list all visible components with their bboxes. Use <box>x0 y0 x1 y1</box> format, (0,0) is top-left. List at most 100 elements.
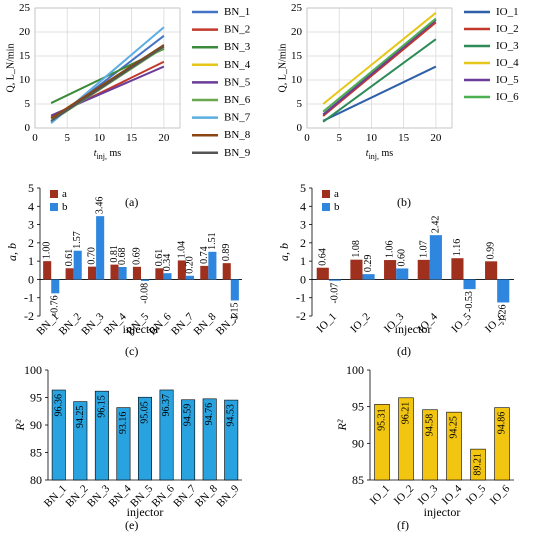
data-label: 94.53 <box>226 404 237 427</box>
bar-a <box>384 260 397 280</box>
data-label: 0.99 <box>486 242 497 260</box>
caption-c: (c) <box>125 344 139 358</box>
series-line-IO_3 <box>322 38 437 123</box>
y-tick-label: 0 <box>25 122 31 134</box>
x-tick-label: 5 <box>64 132 70 144</box>
legend-label-b: b <box>334 201 340 213</box>
data-label: 3.46 <box>95 197 106 215</box>
data-label: 94.59 <box>183 404 194 427</box>
data-label: -0.53 <box>464 291 475 312</box>
y-tick-label: 20 <box>19 26 31 38</box>
x-tick-label: 0 <box>304 132 310 144</box>
y-tick-label: 0 <box>297 122 303 134</box>
y-tick-label: 100 <box>24 363 42 377</box>
bar-value <box>224 399 239 481</box>
y-tick-label: 2 <box>300 236 306 250</box>
bar-a <box>200 265 209 280</box>
data-label: 0.29 <box>363 255 374 273</box>
x-tick-label: IO_1 <box>315 311 339 335</box>
legend-label-IO_6: IO_6 <box>496 91 519 103</box>
x-tick-label: 10 <box>366 132 378 144</box>
data-label: 0.70 <box>87 247 98 265</box>
y-tick-label: -1 <box>296 291 306 305</box>
x-tick-label: IO_1 <box>368 483 392 507</box>
bar-b <box>51 279 60 294</box>
bar-b <box>463 279 476 290</box>
bar-a <box>485 261 498 280</box>
y-tick-label: 90 <box>352 436 364 450</box>
caption-e: (e) <box>125 518 139 532</box>
bar-value <box>138 396 152 481</box>
data-label: 0.60 <box>397 249 408 267</box>
legend-label-a: a <box>62 188 67 200</box>
bar-value <box>470 448 486 481</box>
bar-value <box>422 409 438 481</box>
series-line-BN_8 <box>50 44 165 120</box>
y-tick-label: 5 <box>28 181 34 195</box>
y-tick-label: 25 <box>19 2 31 14</box>
bar-value <box>446 411 462 481</box>
y-tick-label: 5 <box>25 98 31 110</box>
data-label: 96.21 <box>401 402 412 425</box>
bar-b <box>230 279 239 301</box>
legend-label-BN_2: BN_2 <box>224 24 250 36</box>
data-label: 1.06 <box>385 241 396 259</box>
y-tick-label: 0 <box>300 272 306 286</box>
y-axis-label: Q, L_N/min <box>6 44 17 93</box>
x-axis-label: injector <box>395 322 432 336</box>
legend-label-BN_8: BN_8 <box>224 129 251 141</box>
legend-label-BN_6: BN_6 <box>224 94 251 106</box>
y-tick-label: 15 <box>291 50 303 62</box>
bar-b <box>141 279 150 281</box>
y-axis-label: a, b <box>5 243 19 261</box>
bar-value <box>51 389 66 481</box>
y-tick-label: 95 <box>352 400 364 414</box>
y-tick-label: 100 <box>346 363 364 377</box>
data-label: 0.61 <box>64 249 75 267</box>
data-label: 1.07 <box>418 240 429 258</box>
data-label: 0.69 <box>131 247 142 265</box>
data-label: 1.08 <box>351 240 362 258</box>
bar-b <box>362 274 375 280</box>
bar-value <box>116 407 131 481</box>
legend-label-IO_1: IO_1 <box>496 6 519 18</box>
data-label: 0.61 <box>154 249 165 267</box>
x-tick-label: 15 <box>398 132 410 144</box>
legend-swatch-b <box>50 203 58 211</box>
bar-a <box>155 268 164 280</box>
bar-value <box>181 399 196 481</box>
series-line-BN_9 <box>50 45 165 122</box>
y-tick-label: 95 <box>30 391 42 405</box>
x-axis-label: tinj, ms <box>366 148 394 161</box>
y-tick-label: 4 <box>300 199 306 213</box>
legend-label-BN_1: BN_1 <box>224 6 250 18</box>
y-tick-label: 80 <box>30 473 42 487</box>
data-label: 0.81 <box>109 245 120 263</box>
data-label: 94.25 <box>449 416 460 439</box>
data-label: -1.15 <box>229 302 240 323</box>
data-label: 0.68 <box>117 247 128 265</box>
legend-label-BN_7: BN_7 <box>224 112 251 124</box>
plot-frame <box>34 7 181 129</box>
data-label: 96.15 <box>96 395 107 418</box>
x-tick-label: BN_3 <box>79 310 106 337</box>
bar-a <box>451 258 464 280</box>
x-tick-label: BN_7 <box>169 310 196 337</box>
y-tick-label: 3 <box>28 218 34 232</box>
data-label: -1.26 <box>498 304 509 325</box>
x-tick-label: 20 <box>430 132 442 144</box>
bar-a <box>132 266 141 280</box>
bar-b <box>185 275 194 280</box>
y-tick-label: 10 <box>291 74 303 86</box>
series-line-IO_6 <box>322 17 437 113</box>
x-tick-label: BN_8 <box>191 310 218 337</box>
bar-value <box>374 404 390 481</box>
y-tick-label: 1 <box>28 254 34 268</box>
y-tick-label: 25 <box>291 2 303 14</box>
x-axis-label: injector <box>123 322 160 336</box>
data-label: 1.57 <box>72 231 83 249</box>
x-tick-label: IO_2 <box>348 311 372 335</box>
x-axis-label: injector <box>127 505 164 519</box>
x-axis-label: injector <box>424 505 461 519</box>
series-line-IO_1 <box>322 65 437 122</box>
